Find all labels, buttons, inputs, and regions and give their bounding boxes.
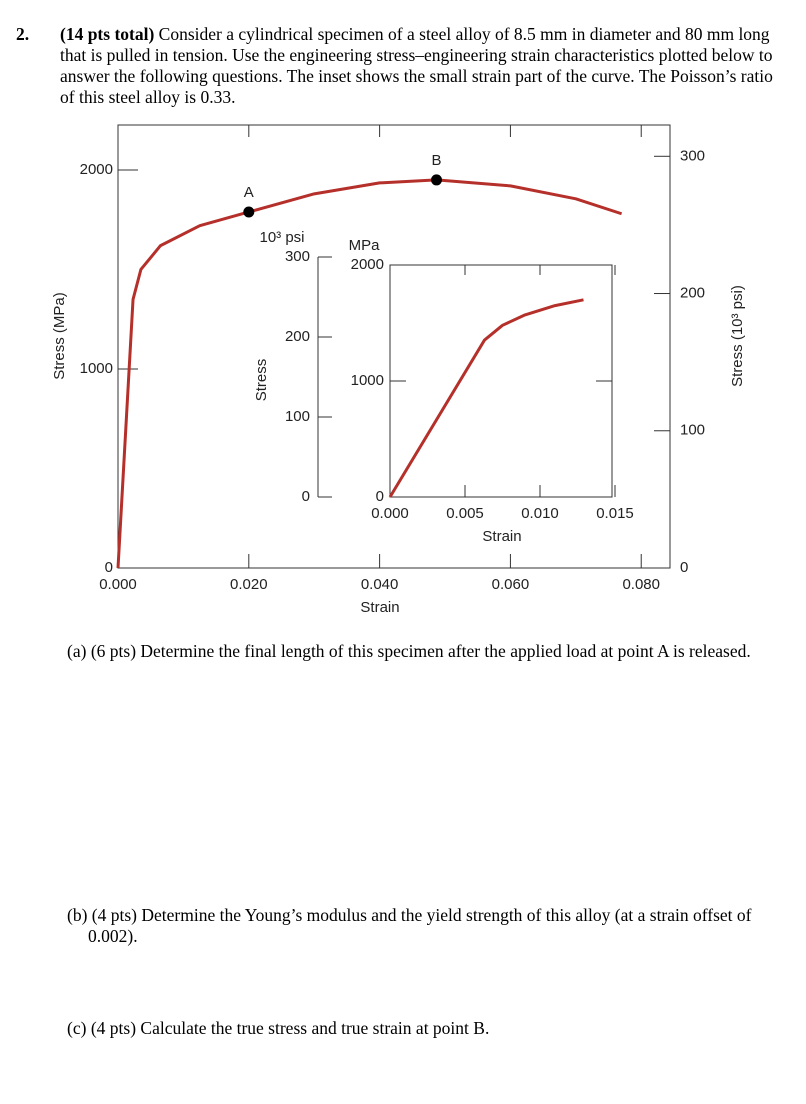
question: (b) (4 pts) Determine the Young’s modulu… [67,905,788,947]
problem-points: (14 pts total) [60,24,155,44]
y-tick-label: 1000 [80,360,113,377]
x-tick-label: 0.000 [99,576,137,593]
question-points: (6 pts) [90,641,137,661]
x-tick-label: 0.000 [371,505,409,522]
point-marker [243,206,255,218]
y2-axis-label: Stress (10³ psi) [729,285,746,387]
y2-tick-label: 0 [680,559,688,576]
psi-tick-label: 300 [285,248,310,265]
y2-tick-label: 300 [680,147,705,164]
question-text: Determine the Young’s modulus and the yi… [88,905,752,946]
psi-tick-label: 100 [285,408,310,425]
question-label: (a) [67,641,87,661]
question-label: (c) [67,1018,87,1038]
point-label: A [244,184,254,201]
x-tick-label: 0.040 [361,576,399,593]
y-tick-label: 2000 [351,256,384,273]
x-tick-label: 0.005 [446,505,484,522]
y-tick-label: 1000 [351,372,384,389]
point-label: B [432,152,442,169]
y-tick-label: 0 [376,488,384,505]
x-tick-label: 0.020 [230,576,268,593]
plot-frame [117,124,671,569]
question: (c) (4 pts) Calculate the true stress an… [67,1018,788,1039]
y2-tick-label: 200 [680,284,705,301]
y-tick-label: 0 [105,559,113,576]
x-tick-label: 0.010 [521,505,559,522]
question-points: (4 pts) [91,905,137,925]
x-axis-label: Strain [360,599,399,616]
question-text: Calculate the true stress and true strai… [140,1018,490,1038]
psi-tick-label: 200 [285,328,310,345]
y-axis-label: Stress [253,359,270,402]
x-tick-label: 0.060 [492,576,530,593]
mpa-unit: MPa [349,237,381,254]
question-label: (b) [67,905,88,925]
y-tick-label: 2000 [80,161,113,178]
psi-unit: 10³ psi [259,229,304,246]
x-tick-label: 0.015 [596,505,634,522]
question-text: Determine the final length of this speci… [140,641,751,661]
x-axis-label: Strain [482,528,521,545]
y-axis-label: Stress (MPa) [51,292,68,380]
problem-number: 2. [16,24,30,44]
question-points: (4 pts) [90,1018,137,1038]
problem-text: Consider a cylindrical specimen of a ste… [60,24,773,107]
problem-statement: (14 pts total) Consider a cylindrical sp… [60,24,780,108]
stress-strain-curve [388,298,584,498]
x-tick-label: 0.080 [622,576,660,593]
point-marker [431,174,443,186]
question: (a) (6 pts) Determine the final length o… [67,641,788,662]
y2-tick-label: 100 [680,422,705,439]
stress-strain-curve [116,178,623,569]
psi-tick-label: 0 [302,488,310,505]
